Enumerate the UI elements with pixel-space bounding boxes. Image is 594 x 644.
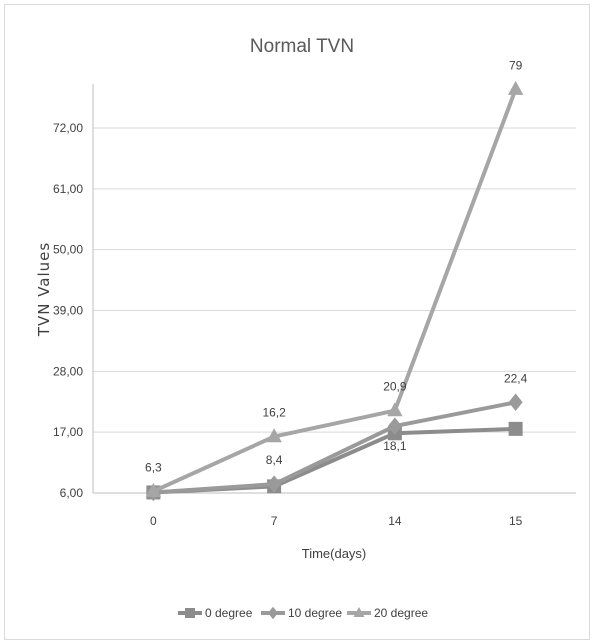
- chart-frame: [4, 4, 590, 640]
- legend-label: 10 degree: [288, 606, 342, 620]
- legend-item: 10 degree: [261, 606, 342, 620]
- y-tick-labels: 6,00 17,00 28,00 39,00 50,00 61,00 72,00: [53, 121, 83, 500]
- data-label: 20,9: [383, 380, 407, 394]
- legend: 0 degree 10 degree 20 degree: [178, 606, 428, 620]
- legend-marker-square: [185, 608, 195, 618]
- data-label: 79: [509, 58, 523, 72]
- series-20-degree: [145, 80, 524, 497]
- gridlines: [93, 127, 576, 433]
- data-point-diamond: [387, 417, 402, 435]
- axes: [92, 84, 576, 494]
- chart-title: Normal TVN: [250, 36, 354, 57]
- y-tick-label: 6,00: [60, 486, 84, 500]
- data-label: 18,1: [383, 439, 407, 453]
- legend-label: 0 degree: [205, 606, 253, 620]
- x-tick-label: 14: [388, 514, 402, 528]
- x-tick-label: 15: [509, 514, 523, 528]
- legend-marker-triangle: [353, 607, 365, 617]
- y-tick-label: 61,00: [53, 182, 83, 196]
- data-label: 22,4: [504, 371, 528, 385]
- data-point-square: [508, 421, 523, 436]
- legend-item: 0 degree: [178, 606, 253, 620]
- series-line: [152, 88, 518, 494]
- y-tick-label: 39,00: [53, 304, 83, 318]
- legend-marker-diamond: [268, 606, 278, 620]
- x-tick-label: 7: [271, 514, 278, 528]
- data-point-triangle: [145, 482, 162, 497]
- series-line: [153, 400, 517, 495]
- data-point-diamond: [508, 393, 523, 412]
- series-layer: [145, 80, 524, 502]
- x-axis-title: Time(days): [302, 546, 367, 561]
- data-point-triangle: [387, 402, 403, 417]
- y-tick-label: 72,00: [53, 121, 83, 135]
- series-10-degree: [146, 393, 523, 502]
- y-axis-title: TVN Values: [35, 242, 53, 337]
- legend-item: 20 degree: [347, 606, 428, 620]
- data-label: 6,3: [145, 460, 162, 474]
- data-point-triangle: [266, 428, 282, 443]
- y-tick-label: 17,00: [53, 425, 83, 439]
- series-line: [153, 426, 516, 495]
- y-tick-label: 28,00: [53, 364, 83, 378]
- legend-label: 20 degree: [374, 606, 428, 620]
- x-tick-labels: 0 7 14 15: [150, 514, 523, 528]
- data-label: 8,4: [266, 453, 283, 467]
- y-tick-label: 50,00: [53, 243, 83, 257]
- x-tick-label: 0: [150, 514, 157, 528]
- data-label: 16,2: [262, 406, 286, 420]
- data-point-triangle: [507, 80, 524, 95]
- data-labels: 6,3 8,4 16,2 20,9 18,1 22,4 79: [145, 58, 528, 474]
- data-point-diamond: [267, 475, 282, 493]
